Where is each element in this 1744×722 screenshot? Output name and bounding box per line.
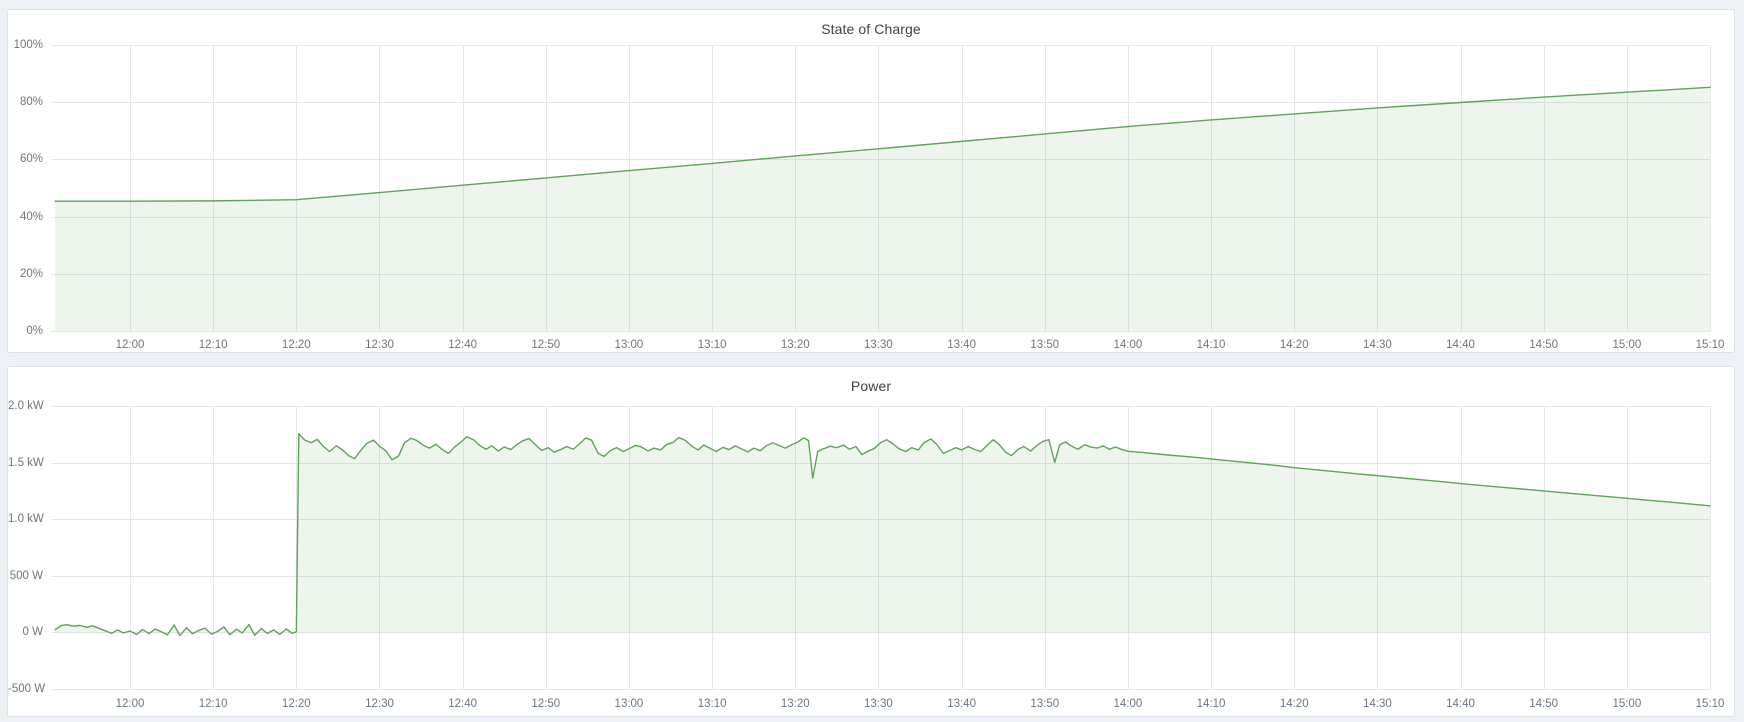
panel-power: Power -500 W 0 W 500 W 1.0 kW 1.5 kW 2.0 kW 12… <box>7 366 1735 717</box>
y-tick-label: 20% <box>19 267 43 280</box>
x-tick-label: 13:50 <box>1030 339 1060 351</box>
chart-canvas <box>51 406 1711 690</box>
x-tick-label: 14:40 <box>1446 339 1475 351</box>
x-tick-label: 12:20 <box>281 698 311 710</box>
x-tick-label: 13:10 <box>697 698 727 710</box>
y-tick-label: 100% <box>13 39 43 51</box>
x-tick-label: 14:20 <box>1279 339 1309 351</box>
series-line <box>54 433 1711 637</box>
x-tick-label: 13:50 <box>1030 698 1060 710</box>
x-tick-label: 12:40 <box>448 698 478 710</box>
x-tick-label: 13:00 <box>614 698 644 710</box>
y-tick-label: 0 W <box>22 626 43 639</box>
y-tick-label: 500 W <box>9 569 43 582</box>
y-tick-label: 1.0 kW <box>8 513 44 526</box>
x-tick-label: 13:40 <box>947 698 976 710</box>
x-tick-label: 13:20 <box>780 698 810 710</box>
x-tick-label: 13:40 <box>947 339 976 351</box>
x-tick-label: 14:00 <box>1113 339 1143 351</box>
x-tick-label: 14:20 <box>1279 698 1309 710</box>
state-of-charge-plot-area[interactable]: 0% 20% 40% 60% 80% 100% 12:00 12:10 12:20 12:30 12… <box>8 10 1734 352</box>
x-tick-label: 14:10 <box>1196 698 1226 710</box>
x-tick-label: 13:30 <box>864 339 893 351</box>
x-tick-label: 14:10 <box>1196 339 1226 351</box>
x-tick-label: 14:50 <box>1529 698 1559 710</box>
x-tick-label: 14:40 <box>1446 698 1475 710</box>
x-tick-label: 15:10 <box>1695 698 1725 710</box>
x-tick-label: 12:30 <box>365 339 394 351</box>
x-tick-label: 14:30 <box>1362 698 1392 710</box>
x-tick-label: 15:00 <box>1612 698 1642 710</box>
x-tick-label: 12:40 <box>448 339 478 351</box>
power-plot-area[interactable]: -500 W 0 W 500 W 1.0 kW 1.5 kW 2.0 kW 12:00 12:… <box>8 367 1734 716</box>
y-tick-label: 1.5 kW <box>8 456 44 469</box>
x-tick-label: 12:50 <box>531 698 561 710</box>
x-tick-label: 12:00 <box>115 698 145 710</box>
x-tick-label: 12:10 <box>198 698 228 710</box>
x-tick-label: 15:10 <box>1695 339 1725 351</box>
x-tick-label: 15:00 <box>1612 339 1642 351</box>
x-tick-label: 13:10 <box>697 339 727 351</box>
x-tick-label: 13:20 <box>780 339 810 351</box>
y-tick-label: 2.0 kW <box>8 400 44 412</box>
y-tick-label: 0% <box>26 325 43 337</box>
series-area <box>55 87 1710 331</box>
x-tick-label: 13:30 <box>864 698 893 710</box>
x-tick-label: 12:20 <box>281 339 311 351</box>
x-tick-label: 12:30 <box>365 698 394 710</box>
y-tick-label: 80% <box>19 96 43 109</box>
x-tick-label: 14:00 <box>1113 698 1143 710</box>
panel-title-power[interactable]: Power <box>850 378 892 394</box>
x-tick-label: 13:00 <box>614 339 644 351</box>
y-tick-label: -500 W <box>8 683 46 695</box>
y-tick-label: 40% <box>19 210 43 223</box>
x-tick-label: 12:50 <box>531 339 561 351</box>
panel-state-of-charge: State of Charge 0% 20% 40% 60% 80% 100% 12:00 1… <box>7 9 1735 353</box>
series-line <box>54 86 1711 202</box>
panel-title-state-of-charge[interactable]: State of Charge <box>821 21 921 37</box>
x-tick-label: 14:30 <box>1362 339 1392 351</box>
series-area <box>55 433 1710 636</box>
x-tick-label: 12:10 <box>198 339 228 351</box>
chart-canvas <box>51 45 1711 332</box>
y-tick-label: 60% <box>19 153 43 166</box>
x-tick-label: 14:50 <box>1529 339 1559 351</box>
x-tick-label: 12:00 <box>115 339 145 351</box>
